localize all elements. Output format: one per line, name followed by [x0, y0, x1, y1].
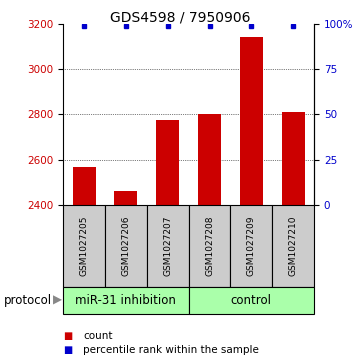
Bar — [282, 112, 305, 205]
Bar — [188, 287, 314, 314]
Text: GDS4598 / 7950906: GDS4598 / 7950906 — [110, 11, 251, 25]
Bar — [198, 114, 221, 205]
Bar — [188, 205, 230, 287]
Text: GSM1027208: GSM1027208 — [205, 216, 214, 276]
Text: GSM1027209: GSM1027209 — [247, 216, 256, 276]
Bar — [230, 205, 272, 287]
Text: GSM1027205: GSM1027205 — [79, 216, 88, 276]
Bar — [73, 167, 96, 205]
Text: miR-31 inhibition: miR-31 inhibition — [75, 294, 176, 307]
Bar — [156, 120, 179, 205]
Text: percentile rank within the sample: percentile rank within the sample — [83, 345, 259, 355]
Text: GSM1027207: GSM1027207 — [163, 216, 172, 276]
Bar — [240, 37, 263, 205]
Text: ▶: ▶ — [53, 294, 62, 307]
Text: GSM1027210: GSM1027210 — [289, 216, 298, 276]
Text: protocol: protocol — [4, 294, 52, 307]
Bar — [63, 287, 188, 314]
Text: GSM1027206: GSM1027206 — [121, 216, 130, 276]
Bar — [147, 205, 188, 287]
Bar — [63, 205, 105, 287]
Text: ■: ■ — [63, 345, 73, 355]
Text: control: control — [231, 294, 272, 307]
Bar — [105, 205, 147, 287]
Text: count: count — [83, 331, 113, 341]
Bar — [272, 205, 314, 287]
Bar — [114, 192, 138, 205]
Text: ■: ■ — [63, 331, 73, 341]
